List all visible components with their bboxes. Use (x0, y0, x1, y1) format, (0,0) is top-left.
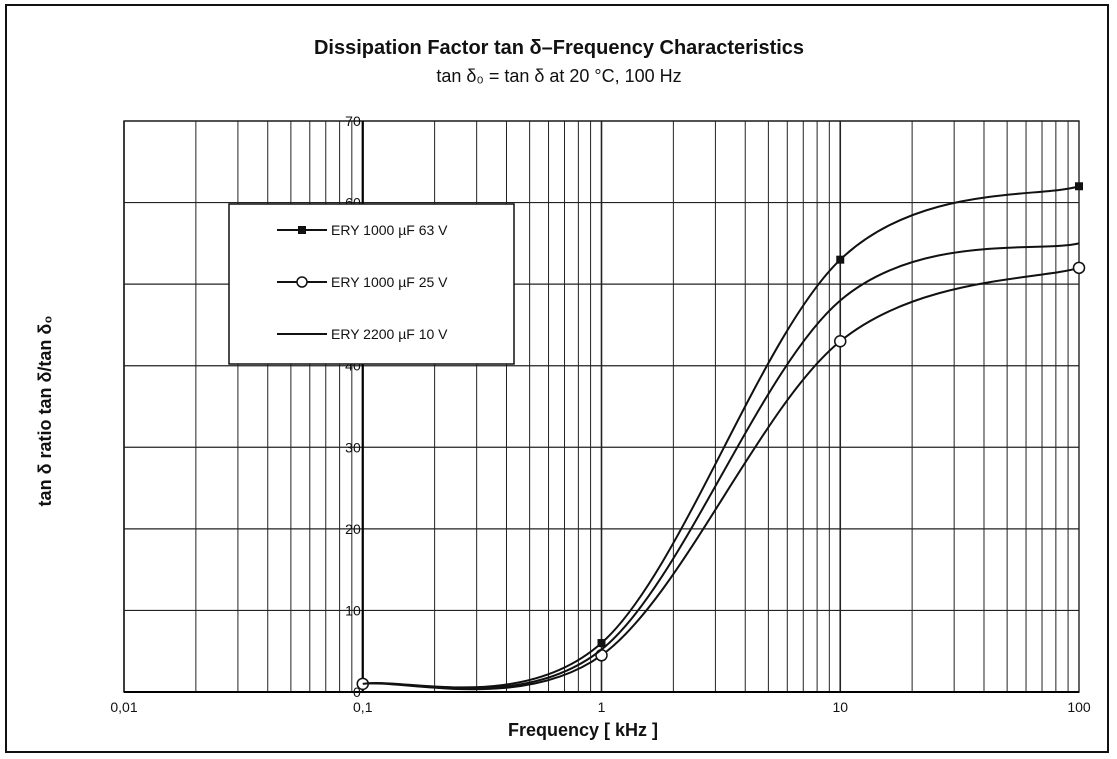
legend-entry-label: ERY 1000 µF 25 V (331, 274, 448, 290)
legend-marker (296, 276, 308, 288)
y-tick-label: 70 (345, 113, 361, 129)
x-axis-label: Frequency [ kHz ] (508, 720, 658, 740)
x-tick-label: 0,01 (110, 699, 137, 715)
data-point (834, 334, 847, 348)
data-point (1075, 182, 1083, 191)
series-line (362, 185, 1080, 689)
y-tick-label: 10 (345, 602, 361, 618)
series-layer (356, 182, 1086, 691)
chart-title: Dissipation Factor tan δ–Frequency Chara… (314, 37, 804, 59)
x-axis-ticks: 0,01 0,1 1 10 100 (110, 699, 1091, 715)
legend-entry-label: ERY 1000 µF 63 V (331, 222, 448, 238)
x-tick-label: 100 (1067, 699, 1091, 715)
legend-box (228, 203, 515, 365)
y-tick-label: 0 (353, 684, 361, 700)
chart-frame: Dissipation Factor tan δ–Frequency Chara… (5, 4, 1109, 753)
y-tick-label: 20 (345, 521, 361, 537)
data-point (597, 639, 606, 648)
x-tick-label: 1 (598, 699, 606, 715)
x-tick-label: 10 (832, 699, 848, 715)
y-axis-ticks: 010203040506070 (345, 113, 361, 700)
legend: ERY 1000 µF 63 V ERY 1000 µF 25 V ERY 2200… (228, 203, 515, 365)
x-tick-label: 0,1 (353, 699, 373, 715)
data-point (836, 255, 845, 264)
y-tick-label: 30 (345, 439, 361, 455)
legend-marker (298, 226, 306, 234)
chart-subtitle: tan δ₀ = tan δ at 20 °C, 100 Hz (436, 66, 681, 86)
y-axis-label: tan δ ratio tan δ/tan δ₀ (35, 316, 55, 507)
data-point (1072, 261, 1086, 275)
legend-entry-label: ERY 2200 µF 10 V (331, 326, 448, 342)
chart-svg: Dissipation Factor tan δ–Frequency Chara… (35, 37, 1091, 740)
series-line (362, 242, 1080, 690)
